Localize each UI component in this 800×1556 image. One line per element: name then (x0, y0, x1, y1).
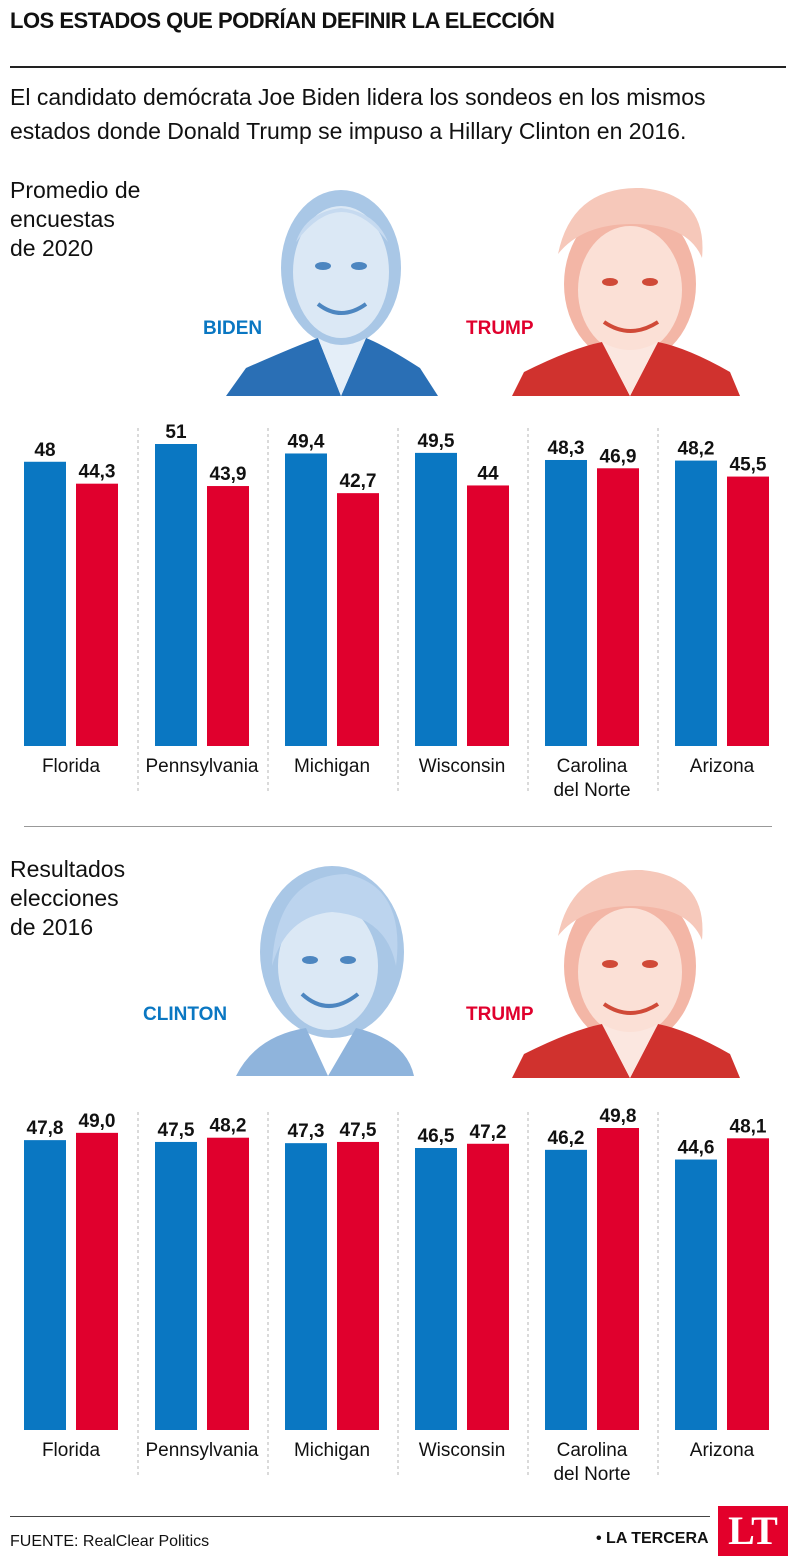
section-divider (24, 826, 772, 827)
bar-trump-1 (207, 486, 249, 746)
bar-biden-5 (675, 460, 717, 746)
category-label: Michigan (294, 1440, 370, 1461)
bar-trump-4 (597, 468, 639, 746)
bar-trump-5 (727, 476, 769, 746)
bar-trump-5 (727, 1138, 769, 1430)
category-label: del Norte (553, 780, 630, 801)
category-label: Wisconsin (419, 1440, 506, 1461)
data-label: 48,2 (678, 439, 715, 460)
category-label: Pennsylvania (145, 1440, 258, 1461)
bar-biden-3 (415, 452, 457, 746)
bar-trump-2 (337, 1141, 379, 1430)
trump-portrait-2016 (512, 869, 740, 1078)
data-label: 45,5 (730, 455, 767, 476)
publisher-name: • LA TERCERA (596, 1530, 709, 1547)
category-label: Florida (42, 1440, 101, 1461)
category-label: Carolina (557, 1440, 628, 1461)
bar-trump-3 (467, 1143, 509, 1430)
publisher-logo: LT (718, 1506, 788, 1556)
data-label: 47,8 (27, 1118, 64, 1139)
logo-text: LT (728, 1508, 778, 1553)
data-label: 46,9 (600, 446, 637, 467)
chart-2020-svg: 48 44,3 Florida 51 43,9 Pennsylvania 49,4 42,7 M… (24, 422, 769, 801)
bar-clinton-2 (285, 1143, 327, 1430)
candidate-name-clinton: CLINTON (143, 1004, 228, 1025)
data-label: 49,4 (288, 431, 325, 452)
bar-biden-4 (545, 459, 587, 746)
data-label: 48,1 (730, 1116, 767, 1137)
category-label: Carolina (557, 756, 628, 777)
section-label-2020: Promedio de encuestas de 2020 (10, 177, 141, 261)
chart-2016-svg: 47,8 49,0 Florida 47,5 48,2 Pennsylvania 47,3 4… (24, 1106, 769, 1485)
bar-biden-0 (24, 461, 66, 746)
data-label: 47,3 (288, 1121, 325, 1142)
chart-subtitle: El candidato demócrata Joe Biden lidera … (10, 84, 706, 144)
clinton-portrait (236, 866, 414, 1076)
title-divider (10, 66, 786, 68)
bar-trump-3 (467, 485, 509, 746)
category-label: Michigan (294, 756, 370, 777)
bar-clinton-3 (415, 1148, 457, 1430)
biden-portrait (226, 190, 438, 396)
bar-clinton-4 (545, 1149, 587, 1430)
chart-title: LOS ESTADOS QUE PODRÍAN DEFINIR LA ELECC… (10, 8, 555, 33)
data-label: 48,3 (548, 438, 585, 459)
category-label: Pennsylvania (145, 756, 258, 777)
data-label: 47,5 (340, 1120, 377, 1141)
bar-trump-0 (76, 483, 118, 746)
data-label: 49,5 (418, 431, 455, 452)
bar-trump-1 (207, 1137, 249, 1430)
bar-trump-2 (337, 493, 379, 746)
candidate-name-trump-2020: TRUMP (466, 318, 534, 339)
data-label: 44,3 (79, 462, 116, 483)
category-label: Wisconsin (419, 756, 506, 777)
data-label: 49,0 (79, 1111, 116, 1132)
data-label: 46,5 (418, 1126, 455, 1147)
section-label-2016: Resultados elecciones de 2016 (10, 856, 126, 940)
data-label: 47,2 (470, 1122, 507, 1143)
data-label: 49,8 (600, 1106, 637, 1127)
data-label: 46,2 (548, 1128, 585, 1149)
data-label: 48 (34, 440, 55, 461)
chart-2016: 47,8 49,0 Florida 47,5 48,2 Pennsylvania 47,3 4… (0, 1104, 800, 1494)
footer-divider (10, 1516, 710, 1517)
chart-2020: 48 44,3 Florida 51 43,9 Pennsylvania 49,4 42,7 M… (0, 420, 800, 810)
candidate-name-trump-2016: TRUMP (466, 1004, 534, 1025)
bar-trump-0 (76, 1132, 118, 1430)
category-label: Florida (42, 756, 101, 777)
data-label: 43,9 (210, 464, 247, 485)
category-label: Arizona (690, 1440, 755, 1461)
data-label: 51 (165, 422, 187, 443)
category-label: Arizona (690, 756, 755, 777)
bar-biden-2 (285, 453, 327, 746)
bar-trump-4 (597, 1128, 639, 1430)
trump-portrait-2020 (512, 187, 740, 396)
data-label: 48,2 (210, 1116, 247, 1137)
bar-clinton-5 (675, 1159, 717, 1430)
category-label: del Norte (553, 1464, 630, 1485)
candidate-name-biden: BIDEN (203, 318, 263, 339)
bar-clinton-1 (155, 1141, 197, 1430)
bar-biden-1 (155, 444, 197, 746)
data-label: 44 (477, 463, 499, 484)
data-label: 44,6 (678, 1138, 715, 1159)
bar-clinton-0 (24, 1140, 66, 1430)
data-label: 47,5 (158, 1120, 195, 1141)
data-label: 42,7 (340, 471, 377, 492)
source-note: FUENTE: RealClear Politics (10, 1533, 210, 1550)
